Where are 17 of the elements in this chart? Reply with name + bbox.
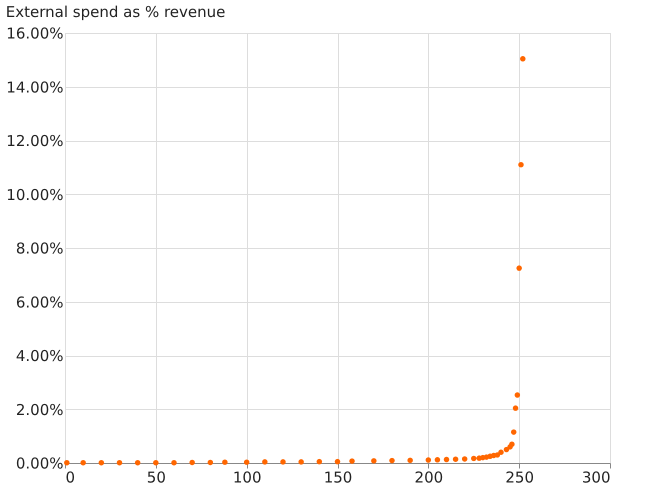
chart-title: External spend as % revenue	[6, 3, 226, 21]
x-tick-label: 100	[232, 468, 262, 486]
x-tick-label: 300	[582, 468, 610, 486]
x-tick-label: 50	[146, 468, 166, 486]
y-tick-label: 0.00%	[16, 454, 64, 472]
x-tick-label: 0	[66, 468, 76, 486]
y-tick-label: 10.00%	[6, 186, 64, 204]
y-tick-label: 4.00%	[16, 347, 64, 365]
y-tick-label: 12.00%	[6, 132, 64, 150]
x-tick-label: 150	[324, 468, 352, 486]
x-tick-label: 200	[414, 468, 444, 486]
y-tick-label: 16.00%	[6, 24, 64, 42]
y-tick-label: 6.00%	[16, 293, 64, 312]
y-tick-label: 2.00%	[16, 400, 64, 419]
y-tick-label: 8.00%	[16, 240, 64, 258]
y-tick-label: 14.00%	[6, 78, 64, 96]
x-tick-label: 250	[505, 468, 534, 486]
